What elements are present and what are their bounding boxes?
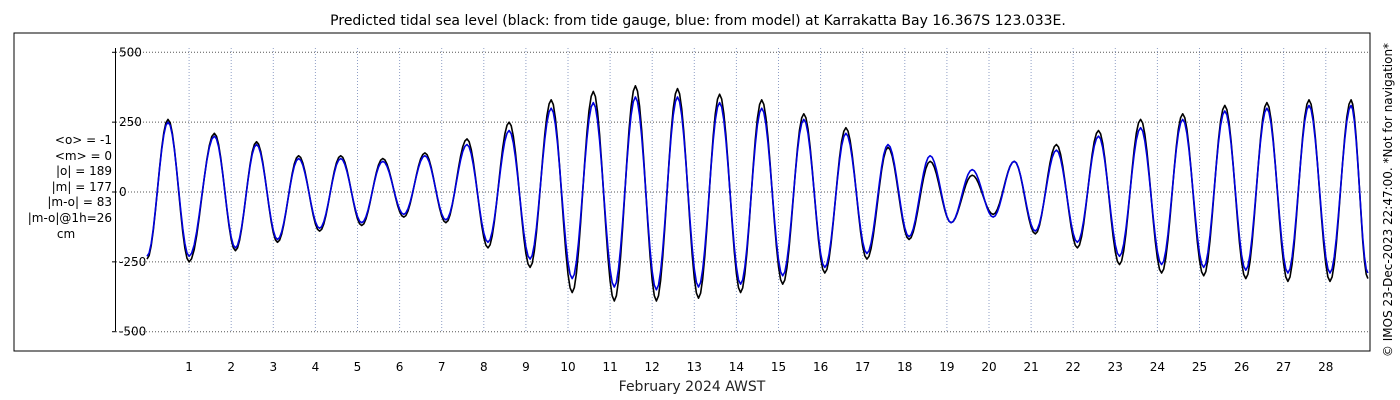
y-tick-labels: 500 250 0 -250 -500 xyxy=(112,45,146,339)
x-tick-label: 9 xyxy=(522,360,530,374)
x-tick-label: 28 xyxy=(1318,360,1333,374)
stat-unit: cm xyxy=(56,226,76,241)
x-tick-label: 8 xyxy=(480,360,488,374)
x-tick-label: 20 xyxy=(981,360,996,374)
x-tick-label: 3 xyxy=(269,360,277,374)
x-tick-label: 6 xyxy=(396,360,404,374)
grid xyxy=(116,48,1370,333)
y-tick-label: 500 xyxy=(119,45,142,59)
x-tick-label: 13 xyxy=(687,360,702,374)
copyright-note: © IMOS 23-Dec-2023 22:47:00. *Not for na… xyxy=(1381,43,1395,357)
series-line-model xyxy=(146,96,1369,291)
y-tick-label: 250 xyxy=(119,115,142,129)
stat-abs-model: |m| = 177 xyxy=(51,179,112,194)
x-tick-label: 12 xyxy=(645,360,660,374)
x-tick-label: 24 xyxy=(1150,360,1165,374)
x-tick-label: 11 xyxy=(602,360,617,374)
x-tick-label: 25 xyxy=(1192,360,1207,374)
x-tick-label: 16 xyxy=(813,360,828,374)
x-tick-label: 10 xyxy=(560,360,575,374)
x-axis-label: February 2024 AWST xyxy=(619,379,766,395)
x-tick-label: 26 xyxy=(1234,360,1249,374)
y-tick-label: -500 xyxy=(119,325,146,339)
side-stats: <o> = -1 <m> = 0 |o| = 189 |m| = 177 |m-… xyxy=(20,133,112,242)
stat-mean-observed: <o> = -1 xyxy=(54,133,112,147)
y-tick-label: 0 xyxy=(119,185,127,199)
x-tick-label: 23 xyxy=(1108,360,1123,374)
x-tick-label: 18 xyxy=(897,360,912,374)
x-tick-label: 2 xyxy=(227,360,235,374)
stat-abs-diff-1h: |m-o|@1h=26 xyxy=(27,210,112,225)
chart-title: Predicted tidal sea level (black: from t… xyxy=(330,13,1066,29)
x-tick-label: 22 xyxy=(1066,360,1081,374)
stat-abs-diff: |m-o| = 83 xyxy=(47,195,112,210)
x-tick-label: 7 xyxy=(438,360,446,374)
stat-mean-model: <m> = 0 xyxy=(54,148,112,163)
x-tick-label: 17 xyxy=(855,360,870,374)
x-tick-label: 15 xyxy=(771,360,786,374)
x-tick-label: 19 xyxy=(939,360,954,374)
x-tick-label: 1 xyxy=(185,360,193,374)
x-tick-label: 21 xyxy=(1023,360,1038,374)
x-tick-labels: 1 2 3 4 5 6 7 8 9 10 11 12 13 14 15 16 17 18 19 20 21 22 23 24 2… xyxy=(185,360,1333,374)
series-group xyxy=(146,85,1369,302)
x-tick-label: 5 xyxy=(354,360,362,374)
x-tick-label: 4 xyxy=(312,360,320,374)
y-tick-label: -250 xyxy=(119,255,146,269)
x-tick-label: 27 xyxy=(1276,360,1291,374)
x-tick-label: 14 xyxy=(729,360,744,374)
stat-abs-observed: |o| = 189 xyxy=(55,164,112,179)
